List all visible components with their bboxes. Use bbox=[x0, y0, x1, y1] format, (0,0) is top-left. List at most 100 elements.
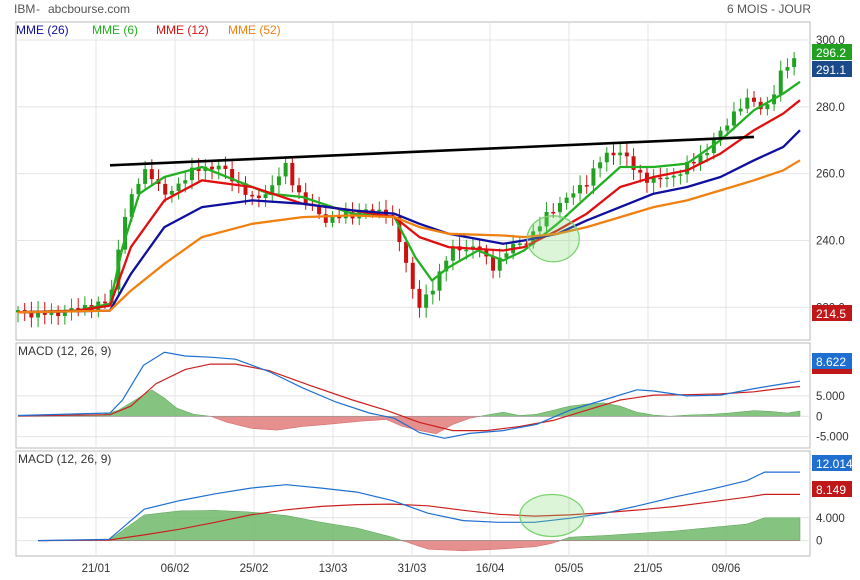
candle-down bbox=[658, 177, 663, 180]
candle-up bbox=[263, 194, 268, 198]
tag-macd-weekly-signal: 8.149 bbox=[812, 481, 852, 497]
candle-up bbox=[143, 169, 148, 184]
candle-down bbox=[230, 169, 235, 182]
candle-up bbox=[718, 130, 723, 141]
candle-down bbox=[752, 97, 756, 102]
candle-down bbox=[29, 311, 34, 318]
candle-up bbox=[544, 211, 549, 227]
svg-text:8.149: 8.149 bbox=[816, 483, 846, 497]
candle-down bbox=[624, 152, 629, 157]
candle-down bbox=[410, 262, 415, 289]
x-tick-label: 09/06 bbox=[712, 563, 741, 575]
highlight-ellipse bbox=[519, 493, 585, 538]
chart-period: 6 MOIS - JOUR bbox=[727, 2, 811, 16]
candle-up bbox=[765, 104, 770, 110]
candle-down bbox=[290, 162, 295, 186]
svg-text:8.622: 8.622 bbox=[816, 355, 846, 369]
candle-up bbox=[571, 193, 576, 198]
candle-up bbox=[169, 190, 174, 195]
legend-mme26: MME (26) bbox=[16, 23, 69, 37]
candle-up bbox=[678, 174, 683, 176]
tag-last: 291.1 bbox=[812, 61, 852, 77]
candle-up bbox=[129, 194, 134, 217]
x-tick-label: 06/02 bbox=[161, 563, 190, 575]
candle-down bbox=[56, 309, 61, 317]
candle-up bbox=[189, 167, 194, 181]
candle-up bbox=[377, 209, 382, 212]
macd-panel-daily bbox=[17, 351, 801, 439]
candle-down bbox=[317, 205, 322, 215]
tag-high: 296.2 bbox=[812, 44, 852, 60]
candle-up bbox=[557, 202, 562, 213]
candle-down bbox=[370, 209, 375, 211]
x-tick-label: 21/05 bbox=[634, 563, 663, 575]
candle-up bbox=[745, 97, 750, 109]
candle-up bbox=[685, 161, 690, 175]
candle-up bbox=[725, 125, 730, 131]
ma-line-mme52 bbox=[17, 159, 801, 314]
candle-down bbox=[323, 214, 328, 223]
candle-up bbox=[778, 70, 783, 95]
y-tick-label: 0 bbox=[816, 536, 822, 548]
tag-macd-weekly: 12.014 bbox=[812, 455, 853, 471]
candle-down bbox=[210, 166, 215, 170]
candle-down bbox=[477, 246, 482, 249]
candle-down bbox=[76, 308, 81, 310]
chart-source: abcbourse.com bbox=[48, 2, 130, 16]
candle-up bbox=[517, 243, 522, 245]
chart-symbol: IBM bbox=[14, 2, 35, 16]
candle-up bbox=[36, 311, 41, 318]
candle-up bbox=[537, 226, 542, 232]
candle-down bbox=[102, 301, 107, 304]
candle-up bbox=[578, 185, 583, 194]
candle-down bbox=[397, 216, 402, 242]
candle-down bbox=[196, 167, 201, 172]
ma-line-mme6 bbox=[17, 80, 801, 314]
macd-line bbox=[17, 351, 801, 439]
candle-down bbox=[337, 216, 342, 219]
candle-up bbox=[591, 168, 596, 186]
y-tick-label: 4.000 bbox=[816, 513, 845, 525]
x-tick-label: 13/03 bbox=[319, 563, 348, 575]
candle-down bbox=[163, 183, 168, 195]
trendline bbox=[109, 135, 755, 167]
candle-down bbox=[22, 310, 27, 312]
legend-mme12: MME (12) bbox=[156, 23, 209, 37]
candle-down bbox=[250, 194, 255, 197]
chart-separator: - bbox=[36, 2, 40, 16]
candle-up bbox=[276, 176, 281, 186]
candle-up bbox=[450, 246, 455, 261]
candle-up bbox=[123, 216, 128, 250]
macd-signal-line bbox=[17, 363, 801, 432]
candle-up bbox=[216, 165, 221, 170]
y-tick-label: 0 bbox=[816, 411, 822, 423]
candle-up bbox=[618, 152, 623, 156]
candle-down bbox=[551, 211, 556, 214]
candle-up bbox=[437, 271, 442, 291]
ma-line-mme26 bbox=[17, 129, 801, 314]
candle-down bbox=[691, 161, 696, 164]
candle-up bbox=[564, 197, 569, 203]
candle-up bbox=[785, 67, 790, 71]
candle-down bbox=[223, 165, 228, 170]
macd-daily-label: MACD (12, 26, 9) bbox=[18, 344, 111, 358]
svg-text:214.5: 214.5 bbox=[816, 307, 846, 321]
candle-down bbox=[631, 156, 636, 170]
candle-up bbox=[792, 58, 797, 68]
macd-weekly-label: MACD (12, 26, 9) bbox=[18, 452, 111, 466]
tag-low: 214.5 bbox=[812, 305, 852, 321]
candle-up bbox=[598, 162, 603, 169]
y-tick-label: 260.0 bbox=[816, 169, 845, 181]
candle-up bbox=[651, 177, 656, 183]
candle-down bbox=[638, 169, 643, 173]
candle-up bbox=[183, 180, 188, 184]
y-tick-label: 280.0 bbox=[816, 102, 845, 114]
y-tick-label: 240.0 bbox=[816, 235, 845, 247]
x-tick-label: 25/02 bbox=[240, 563, 269, 575]
candle-up bbox=[698, 155, 703, 164]
candle-up bbox=[424, 294, 429, 308]
tag-macd-daily: 8.622 bbox=[812, 353, 852, 369]
candle-down bbox=[149, 169, 154, 180]
candle-up bbox=[62, 312, 67, 317]
